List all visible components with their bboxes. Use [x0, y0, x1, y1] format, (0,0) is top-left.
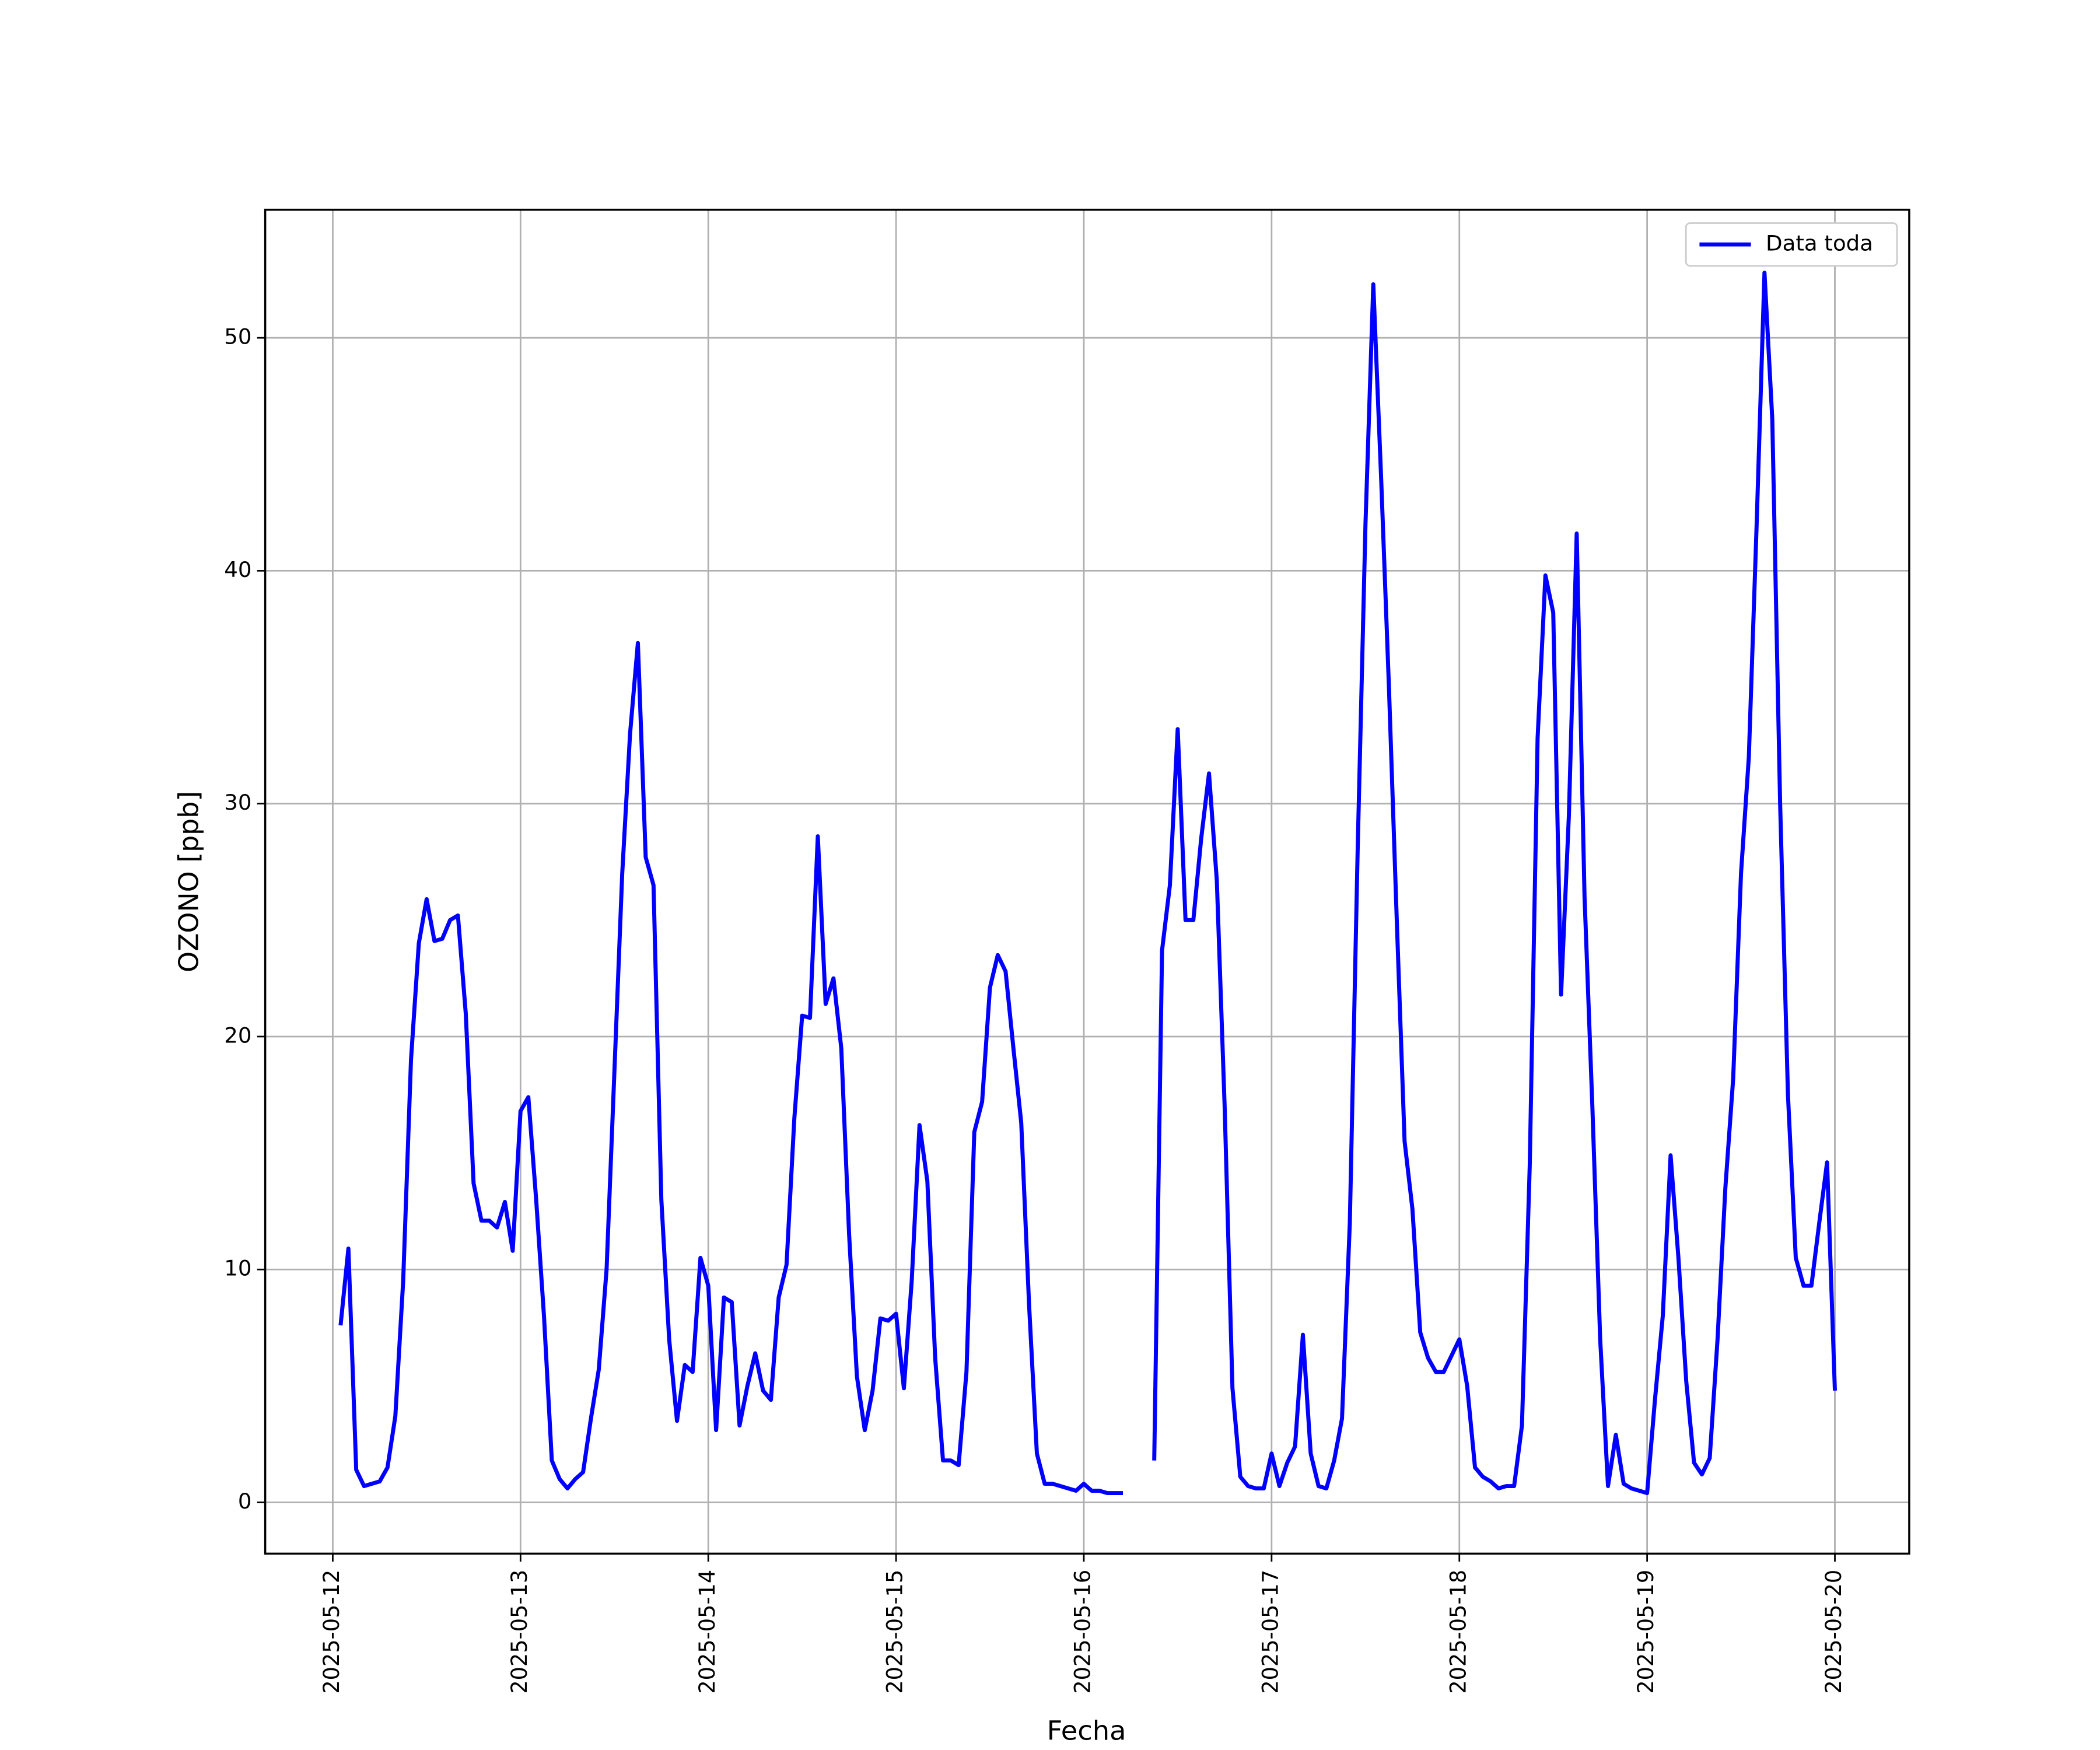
legend-label: Data toda [1766, 231, 1873, 256]
x-tick-label: 2025-05-12 [319, 1570, 344, 1694]
y-tick-label: 50 [224, 324, 251, 349]
y-tick-label: 30 [224, 790, 251, 815]
x-axis-label: Fecha [1047, 1715, 1126, 1746]
y-axis-label: OZONO [ppb] [173, 791, 204, 972]
x-tick-label: 2025-05-13 [507, 1570, 532, 1694]
y-tick-label: 40 [224, 557, 251, 582]
data-line [338, 270, 1838, 1495]
x-tick-label: 2025-05-18 [1446, 1570, 1471, 1694]
x-tick-label: 2025-05-15 [882, 1570, 907, 1694]
x-tick-label: 2025-05-16 [1070, 1570, 1095, 1694]
y-tick-label: 0 [238, 1489, 252, 1514]
y-tick-label: 10 [224, 1256, 251, 1281]
x-tick-label: 2025-05-20 [1821, 1570, 1846, 1694]
plot-frame [264, 208, 1910, 1555]
x-tick-label: 2025-05-14 [695, 1570, 720, 1694]
y-tick-label: 20 [224, 1023, 251, 1048]
x-tick-label: 2025-05-19 [1633, 1570, 1658, 1694]
legend-box [1685, 222, 1898, 267]
x-tick-label: 2025-05-17 [1258, 1570, 1283, 1694]
